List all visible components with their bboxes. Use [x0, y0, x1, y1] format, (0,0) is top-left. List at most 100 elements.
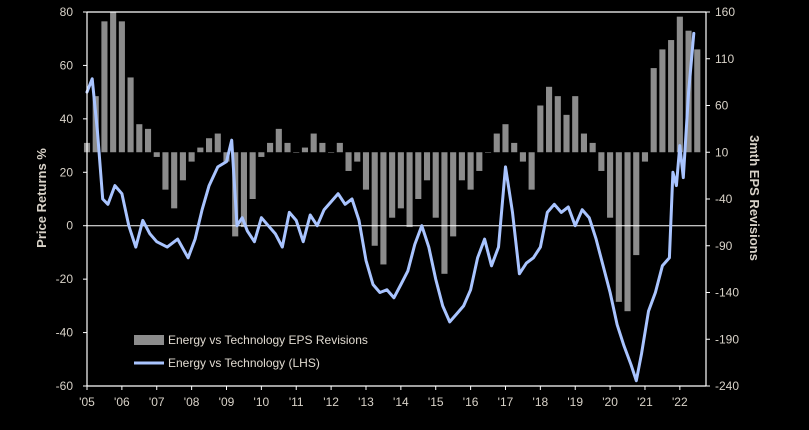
left-tick-label: -20 — [56, 272, 74, 286]
x-tick-label: '20 — [602, 395, 618, 409]
right-ticks: 160 110 60 10 -40 -90 -140 -190 -240 — [706, 5, 739, 393]
legend-line-label: Energy vs Technology (LHS) — [168, 356, 320, 370]
right-tick-label: 160 — [715, 5, 735, 19]
bar — [118, 21, 125, 153]
bar — [354, 152, 361, 162]
bar — [144, 128, 152, 153]
left-tick-label: 80 — [60, 5, 74, 19]
right-tick-label: -40 — [715, 192, 733, 206]
bar — [589, 142, 596, 153]
bar — [319, 142, 326, 153]
x-tick-label: '19 — [567, 395, 583, 409]
right-tick-label: -240 — [715, 379, 739, 393]
bar — [676, 16, 683, 153]
bar — [598, 152, 605, 171]
x-tick-label: '05 — [79, 395, 95, 409]
bar — [197, 147, 204, 153]
bar — [607, 152, 614, 218]
x-tick-label: '09 — [219, 395, 235, 409]
bar — [624, 152, 631, 312]
left-tick-label: 40 — [60, 112, 74, 126]
left-tick-label: -60 — [56, 379, 74, 393]
legend-bar-swatch — [134, 335, 164, 345]
bar — [467, 152, 474, 190]
bar — [371, 152, 378, 246]
x-tick-label: '08 — [184, 395, 200, 409]
left-axis-title: Price Returns % — [34, 148, 49, 248]
x-tick-label: '06 — [114, 395, 130, 409]
bar — [136, 124, 143, 153]
x-tick-label: '16 — [463, 395, 479, 409]
right-axis-title: 3mth EPS Revisions — [747, 135, 762, 261]
bar — [240, 152, 247, 228]
left-tick-label: -40 — [56, 326, 74, 340]
x-tick-label: '14 — [393, 395, 409, 409]
line-series-price-returns — [85, 31, 696, 383]
bar — [615, 152, 622, 302]
bar — [659, 49, 666, 153]
bar — [694, 49, 701, 153]
bar — [633, 152, 640, 256]
bar — [441, 152, 448, 274]
legend: Energy vs Technology EPS Revisions Energ… — [134, 333, 368, 370]
bar — [528, 152, 535, 190]
x-tick-label: '21 — [637, 395, 653, 409]
bar — [380, 152, 387, 265]
x-tick-label: '13 — [358, 395, 374, 409]
bar — [267, 142, 274, 153]
x-tick-label: '12 — [323, 395, 339, 409]
left-tick-label: 20 — [60, 165, 74, 179]
bar — [362, 152, 370, 190]
bar — [101, 21, 108, 153]
left-ticks: 80 60 40 20 0 -20 -40 -60 — [56, 5, 87, 393]
bar — [249, 152, 256, 199]
right-tick-label: -190 — [715, 332, 739, 346]
bar — [275, 128, 282, 153]
bar — [162, 152, 169, 190]
bar — [415, 152, 422, 199]
bar — [563, 114, 570, 153]
right-tick-label: -140 — [715, 286, 739, 300]
right-tick-label: 60 — [715, 99, 729, 113]
bar — [493, 133, 500, 153]
bar — [127, 77, 134, 153]
bar — [258, 152, 265, 157]
bar — [537, 105, 544, 153]
x-tick-label: '18 — [533, 395, 549, 409]
bar — [336, 142, 343, 153]
bar — [432, 152, 439, 218]
x-ticks: '05 '06 '07 '08 '09 '10 '11 '12 '13 '14 '15 '16 '17 '… — [79, 386, 688, 409]
bar — [406, 152, 413, 228]
bar — [214, 133, 221, 153]
bar — [423, 152, 431, 181]
x-tick-label: '07 — [149, 395, 165, 409]
right-tick-label: -90 — [715, 239, 733, 253]
bar — [397, 152, 404, 209]
bar — [171, 152, 178, 209]
bar — [293, 152, 300, 153]
bar — [502, 124, 509, 153]
bar — [450, 152, 457, 237]
x-tick-label: '17 — [498, 395, 514, 409]
bar — [519, 152, 526, 162]
left-tick-label: 60 — [60, 58, 74, 72]
bar — [206, 138, 213, 153]
bar — [476, 152, 483, 171]
bar — [389, 152, 396, 218]
bar — [284, 142, 291, 153]
bar — [310, 133, 317, 153]
bar — [650, 68, 657, 153]
bar — [328, 152, 335, 153]
x-tick-label: '15 — [428, 395, 444, 409]
left-tick-label: 0 — [66, 219, 73, 233]
bar — [572, 96, 579, 153]
bar — [484, 152, 492, 153]
bar — [580, 133, 587, 153]
bar — [554, 96, 561, 153]
bar — [511, 142, 518, 153]
bar — [179, 152, 186, 181]
x-tick-label: '10 — [254, 395, 270, 409]
bar — [668, 40, 675, 153]
right-tick-label: 110 — [715, 52, 734, 66]
x-tick-label: '22 — [672, 395, 688, 409]
